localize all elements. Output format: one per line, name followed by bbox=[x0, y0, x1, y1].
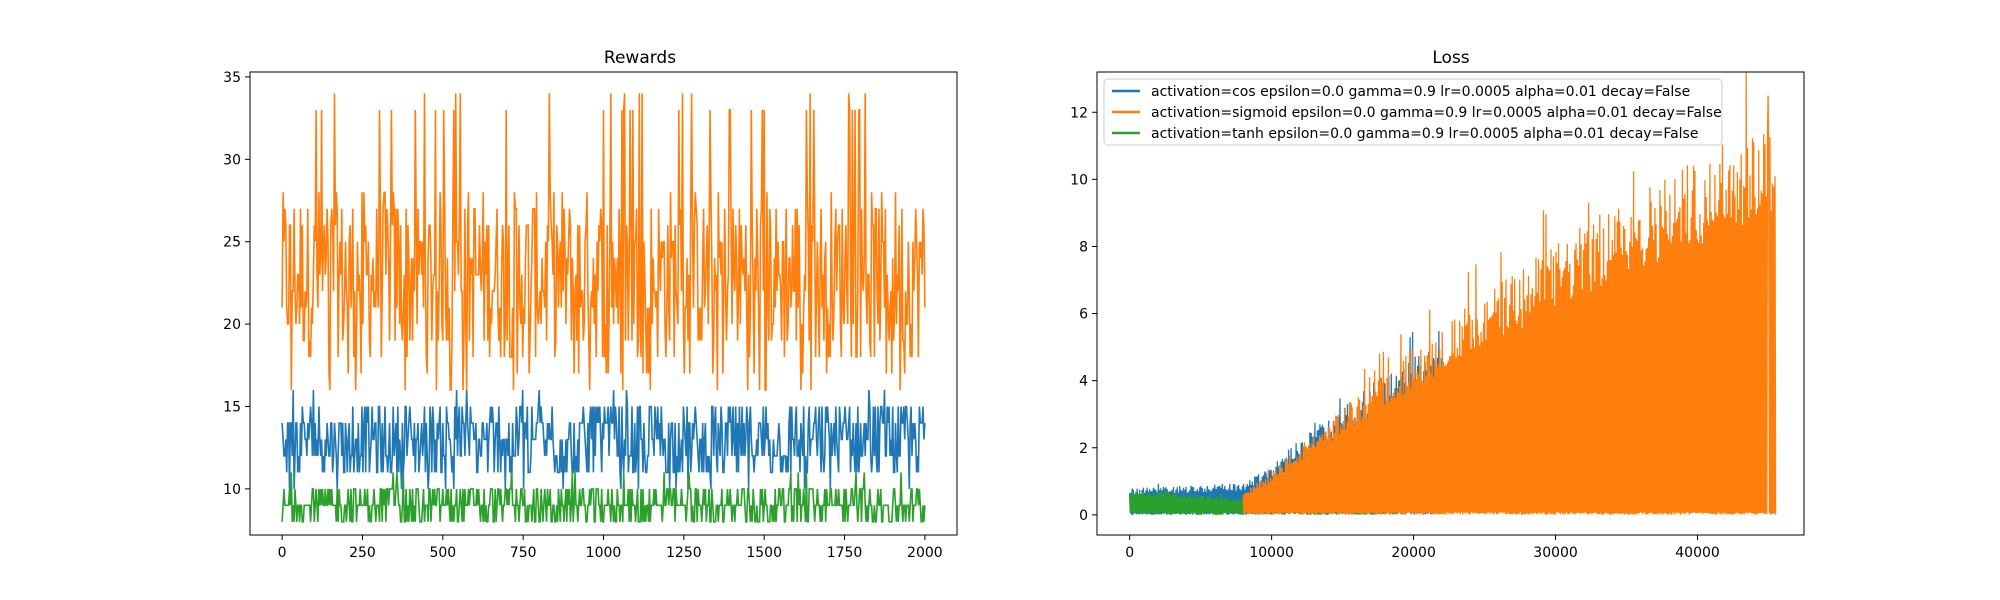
rewards-series-tanh bbox=[281, 472, 926, 523]
loss-x-tick-label: 40000 bbox=[1675, 545, 1720, 561]
loss-series-sigmoid bbox=[1242, 72, 1777, 515]
rewards-y-axis: 10 15 20 25 30 35 bbox=[223, 70, 250, 498]
loss-chart-title: Loss bbox=[1432, 48, 1469, 68]
rewards-x-tick-label: 2000 bbox=[907, 545, 943, 561]
legend-label-tanh: activation=tanh epsilon=0.0 gamma=0.9 lr… bbox=[1151, 126, 1698, 142]
legend-box bbox=[1103, 78, 1723, 146]
loss-x-tick-label: 30000 bbox=[1533, 545, 1578, 561]
rewards-y-tick-label: 10 bbox=[223, 482, 241, 498]
rewards-x-tick-label: 1750 bbox=[827, 545, 863, 561]
loss-series-layer bbox=[1129, 72, 1777, 515]
rewards-y-tick-label: 30 bbox=[223, 152, 241, 168]
loss-y-tick-label: 6 bbox=[1079, 307, 1088, 323]
legend-label-cos: activation=cos epsilon=0.0 gamma=0.9 lr=… bbox=[1151, 84, 1690, 100]
rewards-series-cos bbox=[281, 389, 926, 489]
loss-x-tick-label: 20000 bbox=[1391, 545, 1436, 561]
loss-x-axis: 0 10000 20000 30000 40000 bbox=[1125, 535, 1720, 561]
rewards-x-tick-label: 1250 bbox=[666, 545, 702, 561]
loss-plot-frame bbox=[1096, 71, 1805, 536]
rewards-x-tick-label: 1500 bbox=[746, 545, 782, 561]
loss-y-axis: 0 2 4 6 8 10 12 bbox=[1070, 105, 1097, 524]
rewards-x-tick-label: 750 bbox=[510, 545, 537, 561]
loss-y-tick-label: 2 bbox=[1079, 441, 1088, 457]
loss-x-tick-label: 10000 bbox=[1249, 545, 1294, 561]
rewards-y-tick-label: 15 bbox=[223, 399, 241, 415]
loss-x-tick-label: 0 bbox=[1125, 545, 1134, 561]
rewards-chart-title: Rewards bbox=[604, 48, 676, 68]
rewards-chart: Rewards 0 250 500 750 1000 1250 1500 1750 2000 1… bbox=[223, 48, 958, 561]
loss-y-tick-label: 8 bbox=[1079, 239, 1088, 255]
rewards-x-tick-label: 500 bbox=[429, 545, 456, 561]
loss-y-tick-label: 0 bbox=[1079, 508, 1088, 524]
loss-legend: activation=cos epsilon=0.0 gamma=0.9 lr=… bbox=[1103, 78, 1723, 146]
rewards-x-axis: 0 250 500 750 1000 1250 1500 1750 2000 bbox=[278, 535, 943, 561]
rewards-y-tick-label: 20 bbox=[223, 317, 241, 333]
rewards-series-sigmoid bbox=[281, 93, 926, 391]
rewards-y-tick-label: 25 bbox=[223, 235, 241, 251]
rewards-series-layer bbox=[281, 93, 926, 523]
rewards-x-tick-label: 0 bbox=[278, 545, 287, 561]
loss-y-tick-label: 10 bbox=[1070, 172, 1088, 188]
rewards-y-tick-label: 35 bbox=[223, 70, 241, 86]
loss-chart: Loss 0 10000 20000 30000 40000 0 2 4 6 8 10 12 act… bbox=[1070, 48, 1805, 561]
rewards-x-tick-label: 1000 bbox=[586, 545, 622, 561]
loss-y-tick-label: 12 bbox=[1070, 105, 1088, 121]
rewards-x-tick-label: 250 bbox=[349, 545, 376, 561]
loss-y-tick-label: 4 bbox=[1079, 374, 1088, 390]
legend-label-sigmoid: activation=sigmoid epsilon=0.0 gamma=0.9… bbox=[1151, 105, 1722, 121]
